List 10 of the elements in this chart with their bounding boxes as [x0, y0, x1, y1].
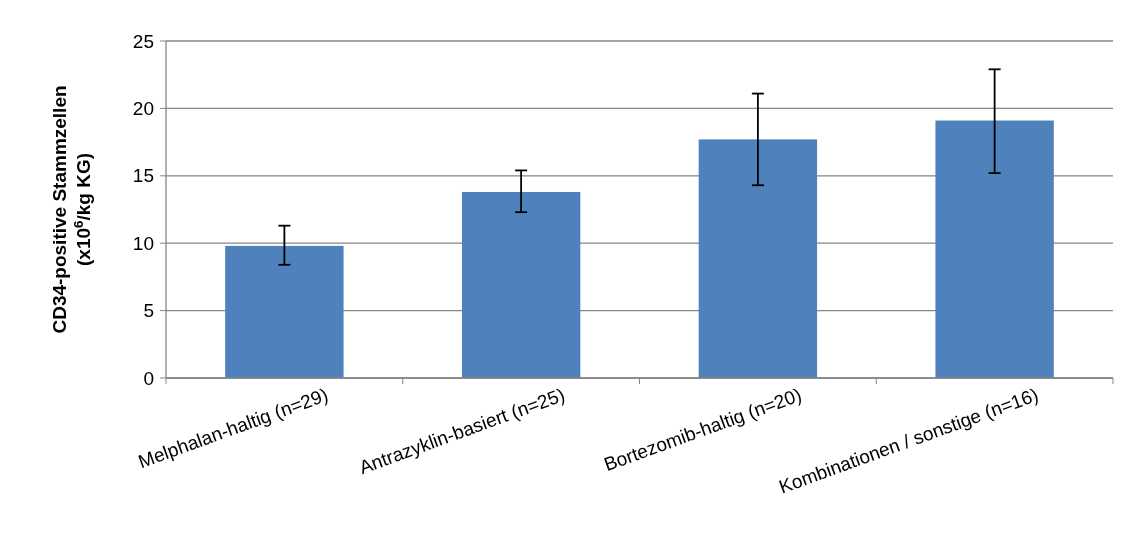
y-tick-label: 10	[132, 232, 154, 254]
y-tick-label: 15	[132, 165, 154, 187]
bar	[461, 191, 581, 378]
y-tick-label: 0	[143, 367, 154, 389]
y-tick-label: 25	[132, 30, 154, 52]
y-tick-label: 5	[143, 300, 154, 322]
y-tick-label: 20	[132, 98, 154, 120]
bar	[935, 120, 1054, 378]
bar	[225, 245, 344, 378]
bar	[698, 139, 818, 378]
